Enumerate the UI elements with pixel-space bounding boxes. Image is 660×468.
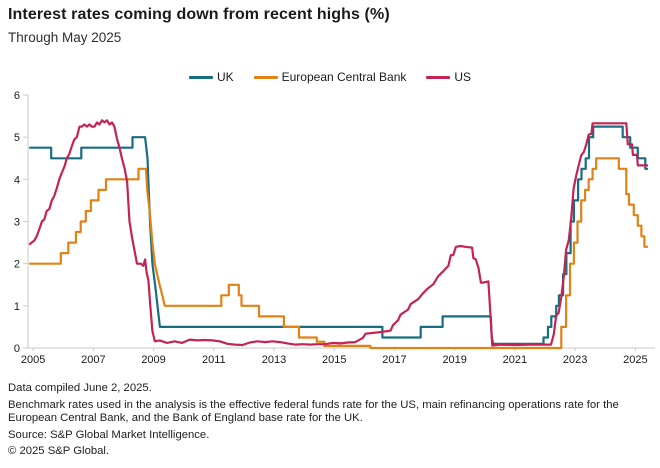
y-tick-label: 6 <box>14 90 20 102</box>
x-tick-label: 2023 <box>563 354 587 366</box>
footnote-compiled: Data compiled June 2, 2025. <box>8 382 152 394</box>
legend-label: US <box>454 70 472 84</box>
chart-subtitle: Through May 2025 <box>8 30 122 45</box>
legend-item-us: US <box>426 70 471 84</box>
y-tick-label: 1 <box>14 301 20 313</box>
line-chart: 0 1 2 3 4 5 6 2005 2007 2009 2011 2013 2015 2017 2019 2… <box>14 90 655 366</box>
footnote-benchmark: Benchmark rates used in the analysis is … <box>8 398 619 425</box>
x-tick-label: 2015 <box>322 354 346 366</box>
x-tick-label: 2013 <box>262 354 286 366</box>
x-tick-label: 2025 <box>623 354 647 366</box>
x-tick-label: 2019 <box>442 354 466 366</box>
series-line-uk <box>29 125 648 345</box>
x-tick-label: 2021 <box>503 354 527 366</box>
footnotes: Data compiled June 2, 2025. Benchmark ra… <box>8 382 656 462</box>
series-line-european-central-bank <box>29 157 648 350</box>
chart-legend: UK European Central Bank US <box>0 68 660 86</box>
footnote-source: Source: S&P Global Market Intelligence. <box>8 428 210 441</box>
x-tick-label: 2009 <box>141 354 165 366</box>
y-tick-label: 5 <box>14 132 20 144</box>
legend-line-swatch <box>426 75 451 79</box>
y-tick-label: 3 <box>14 217 20 229</box>
legend-line-swatch <box>188 75 213 79</box>
page-title: Interest rates coming down from recent h… <box>8 6 390 23</box>
x-tick-label: 2007 <box>81 354 105 366</box>
y-tick-label: 4 <box>14 174 20 186</box>
y-tick-label: 0 <box>14 343 20 355</box>
legend-line-swatch <box>253 75 278 79</box>
x-tick-label: 2011 <box>202 354 226 366</box>
x-tick-label: 2005 <box>21 354 45 366</box>
legend-label: UK <box>216 70 234 84</box>
y-tick-label: 2 <box>14 259 20 271</box>
legend-label: European Central Bank <box>281 70 407 84</box>
legend-item-uk: UK <box>188 70 234 84</box>
x-tick-label: 2017 <box>382 354 406 366</box>
legend-item-european-central-bank: European Central Bank <box>253 70 407 84</box>
footnote-copyright: © 2025 S&P Global. <box>8 445 110 457</box>
series-line-us <box>28 119 648 347</box>
